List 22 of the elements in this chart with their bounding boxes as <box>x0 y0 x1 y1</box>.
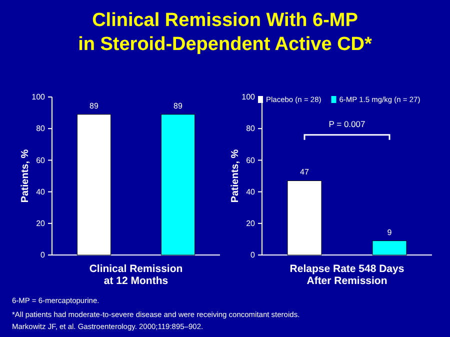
data-label: 89 <box>90 101 99 110</box>
y-tick-label: 100 <box>32 92 46 102</box>
x-axis-title: Relapse Rate 548 Days After Remission <box>290 263 404 287</box>
y-tick-label: 20 <box>36 218 46 228</box>
y-tick-label: 100 <box>242 92 256 102</box>
y-tick-label: 40 <box>36 187 46 196</box>
y-tick-label: 60 <box>246 156 256 165</box>
data-label: 89 <box>174 101 183 110</box>
y-tick-label: 0 <box>250 250 256 260</box>
y-tick-label: 20 <box>246 218 256 228</box>
y-tick-label: 80 <box>246 124 256 134</box>
annotation: P = 0.007 <box>328 118 366 129</box>
data-label: 9 <box>387 228 392 237</box>
y-tick-label: 40 <box>246 187 256 196</box>
y-tick-label: 80 <box>36 124 46 134</box>
y-tick-label: 60 <box>36 156 46 165</box>
y-axis-title: Patients, % <box>20 149 31 203</box>
chart-title: Clinical Remission With 6-MP in Steroid-Dependent Active CD* <box>78 10 373 55</box>
x-axis-title: Clinical Remission at 12 Months <box>89 263 183 287</box>
y-axis-title: Patients, % <box>230 149 241 203</box>
data-label: 47 <box>300 168 310 177</box>
y-tick-label: 0 <box>40 250 46 260</box>
